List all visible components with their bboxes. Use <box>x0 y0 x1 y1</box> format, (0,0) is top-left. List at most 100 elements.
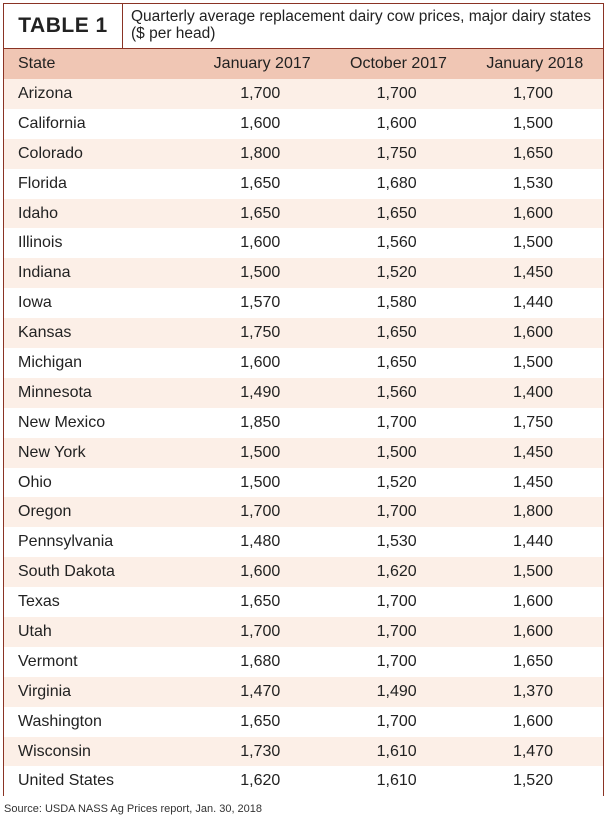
state-cell: Iowa <box>4 288 194 319</box>
price-cell: 1,480 <box>194 527 331 558</box>
table-row: New Mexico 1,850 1,700 1,750 <box>4 407 603 438</box>
price-cell: 1,700 <box>466 79 603 109</box>
price-cell: 1,700 <box>194 617 331 647</box>
table-row: Minnesota 1,490 1,560 1,400 <box>4 377 603 408</box>
price-cell: 1,490 <box>194 377 331 408</box>
state-cell: Washington <box>4 706 194 737</box>
state-cell: Minnesota <box>4 377 194 408</box>
state-cell: New Mexico <box>4 407 194 438</box>
table-row: Indiana 1,500 1,520 1,450 <box>4 258 603 289</box>
price-cell: 1,800 <box>194 138 331 169</box>
table-body: Arizona 1,700 1,700 1,700 California 1,600 1,6… <box>4 79 603 797</box>
state-cell: Idaho <box>4 198 194 229</box>
price-cell: 1,700 <box>194 497 331 528</box>
state-cell: Illinois <box>4 228 194 259</box>
price-cell: 1,500 <box>330 437 467 468</box>
price-cell: 1,520 <box>330 258 467 289</box>
table-row: Kansas 1,750 1,650 1,600 <box>4 318 603 349</box>
state-cell: United States <box>4 766 194 797</box>
price-cell: 1,680 <box>330 168 467 199</box>
table-row: Wisconsin 1,730 1,610 1,470 <box>4 736 603 767</box>
table-row: Texas 1,650 1,700 1,600 <box>4 587 603 618</box>
price-cell: 1,600 <box>466 318 603 349</box>
price-cell: 1,600 <box>466 198 603 229</box>
price-cell: 1,800 <box>466 497 603 528</box>
table-frame: TABLE 1 Quarterly average replacement da… <box>3 3 604 797</box>
price-cell: 1,520 <box>466 766 603 797</box>
table-row: Virginia 1,470 1,490 1,370 <box>4 676 603 707</box>
price-cell: 1,650 <box>330 348 467 378</box>
price-cell: 1,620 <box>194 766 331 797</box>
price-cell: 1,490 <box>330 676 467 707</box>
table-row: Iowa 1,570 1,580 1,440 <box>4 288 603 319</box>
state-cell: Vermont <box>4 646 194 677</box>
source-note: Source: USDA NASS Ag Prices report, Jan.… <box>4 803 263 815</box>
price-cell: 1,500 <box>194 467 331 498</box>
table-row: Florida 1,650 1,680 1,530 <box>4 168 603 199</box>
price-cell: 1,470 <box>194 676 331 707</box>
price-cell: 1,650 <box>466 138 603 169</box>
price-cell: 1,500 <box>466 557 603 588</box>
price-cell: 1,680 <box>194 646 331 677</box>
price-cell: 1,580 <box>330 288 467 319</box>
price-cell: 1,700 <box>194 79 331 109</box>
price-cell: 1,610 <box>330 766 467 797</box>
state-cell: Michigan <box>4 348 194 378</box>
price-cell: 1,650 <box>466 646 603 677</box>
state-cell: Utah <box>4 617 194 647</box>
price-cell: 1,750 <box>194 318 331 349</box>
price-cell: 1,560 <box>330 228 467 259</box>
price-cell: 1,650 <box>194 168 331 199</box>
state-cell: South Dakota <box>4 557 194 588</box>
column-header: October 2017 <box>330 49 467 79</box>
price-cell: 1,700 <box>330 407 467 438</box>
table-row: Oregon 1,700 1,700 1,800 <box>4 497 603 528</box>
price-cell: 1,600 <box>330 108 467 139</box>
price-cell: 1,850 <box>194 407 331 438</box>
price-cell: 1,750 <box>330 138 467 169</box>
price-cell: 1,570 <box>194 288 331 319</box>
price-cell: 1,650 <box>194 587 331 618</box>
table-title: Quarterly average replacement dairy cow … <box>131 8 592 42</box>
state-cell: Ohio <box>4 467 194 498</box>
column-header: January 2018 <box>466 49 603 79</box>
state-cell: New York <box>4 437 194 468</box>
price-cell: 1,440 <box>466 288 603 319</box>
table-row: Vermont 1,680 1,700 1,650 <box>4 646 603 677</box>
data-table: State January 2017 October 2017 January 201… <box>4 49 603 797</box>
price-cell: 1,600 <box>194 228 331 259</box>
price-cell: 1,650 <box>330 198 467 229</box>
table-row: South Dakota 1,600 1,620 1,500 <box>4 557 603 588</box>
price-cell: 1,700 <box>330 706 467 737</box>
price-cell: 1,600 <box>194 108 331 139</box>
price-cell: 1,530 <box>330 527 467 558</box>
state-cell: Pennsylvania <box>4 527 194 558</box>
price-cell: 1,620 <box>330 557 467 588</box>
table-row: Utah 1,700 1,700 1,600 <box>4 617 603 647</box>
price-cell: 1,520 <box>330 467 467 498</box>
table-row: Michigan 1,600 1,650 1,500 <box>4 348 603 378</box>
price-cell: 1,560 <box>330 377 467 408</box>
price-cell: 1,600 <box>466 706 603 737</box>
state-cell: Arizona <box>4 79 194 109</box>
price-cell: 1,440 <box>466 527 603 558</box>
table-row: Ohio 1,500 1,520 1,450 <box>4 467 603 498</box>
price-cell: 1,450 <box>466 437 603 468</box>
state-cell: Colorado <box>4 138 194 169</box>
price-cell: 1,500 <box>466 228 603 259</box>
state-cell: California <box>4 108 194 139</box>
price-cell: 1,650 <box>194 198 331 229</box>
price-cell: 1,610 <box>330 736 467 767</box>
table-row: Arizona 1,700 1,700 1,700 <box>4 79 603 109</box>
price-cell: 1,700 <box>330 497 467 528</box>
table-header: TABLE 1 Quarterly average replacement da… <box>4 4 603 49</box>
price-cell: 1,700 <box>330 79 467 109</box>
price-cell: 1,650 <box>330 318 467 349</box>
table-row: Washington 1,650 1,700 1,600 <box>4 706 603 737</box>
price-cell: 1,700 <box>330 646 467 677</box>
table-label: TABLE 1 <box>4 4 123 48</box>
price-cell: 1,500 <box>194 258 331 289</box>
table-row: California 1,600 1,600 1,500 <box>4 108 603 139</box>
price-cell: 1,500 <box>194 437 331 468</box>
